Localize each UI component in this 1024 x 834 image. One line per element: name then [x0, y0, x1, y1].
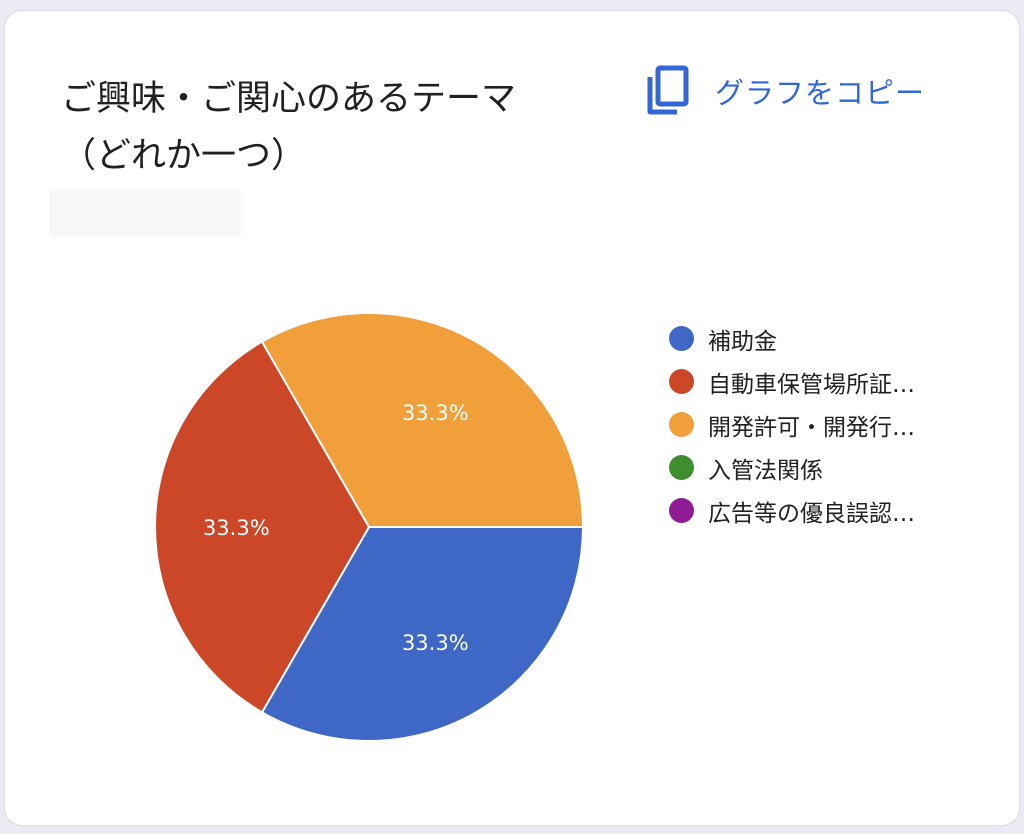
legend-label-4: 広告等の優良誤認…	[708, 500, 915, 527]
slice-label-2: 33.3%	[402, 401, 469, 425]
legend-label-0: 補助金	[708, 328, 777, 355]
pie-slice-1[interactable]	[154, 340, 371, 714]
pie-slice-0[interactable]	[260, 526, 585, 742]
legend-item-2[interactable]: 開発許可・開発行…	[669, 403, 915, 446]
legend-item-4[interactable]: 広告等の優良誤認…	[669, 489, 915, 532]
copy-chart-label: グラフをコピー	[715, 76, 926, 110]
pie-chart-svg: 33.3% 33.3% 33.3%	[154, 312, 585, 742]
chart-title: ご興味・ご関心のあるテーマ （どれか一つ）	[61, 71, 601, 185]
slice-label-1: 33.3%	[203, 516, 270, 540]
response-count-placeholder	[49, 189, 241, 237]
legend-swatch-4	[669, 498, 694, 523]
pie-chart: 33.3% 33.3% 33.3%	[5, 11, 1021, 827]
slice-label-0: 33.3%	[402, 631, 469, 655]
chart-legend: 補助金自動車保管場所証… 開発許可・開発行… 入管法関係広告等の優良誤認…	[669, 317, 915, 532]
legend-swatch-3	[669, 455, 694, 480]
chart-card: ご興味・ご関心のあるテーマ （どれか一つ） グラフをコピー 33.3% 33.3%…	[4, 10, 1020, 826]
legend-swatch-0	[669, 326, 694, 351]
legend-label-1: 自動車保管場所証…	[708, 371, 915, 398]
pie-slice-2[interactable]	[260, 312, 585, 528]
copy-icon	[647, 65, 689, 115]
legend-swatch-2	[669, 412, 694, 437]
legend-item-1[interactable]: 自動車保管場所証…	[669, 360, 915, 403]
chart-title-line-1: ご興味・ご関心のあるテーマ	[61, 79, 517, 119]
copy-chart-button[interactable]: グラフをコピー	[645, 63, 933, 119]
legend-item-3[interactable]: 入管法関係	[669, 446, 915, 489]
legend-label-2: 開発許可・開発行…	[708, 414, 915, 441]
legend-label-3: 入管法関係	[708, 457, 823, 484]
legend-swatch-1	[669, 369, 694, 394]
legend-item-0[interactable]: 補助金	[669, 317, 915, 360]
chart-title-line-2: （どれか一つ）	[61, 136, 307, 176]
